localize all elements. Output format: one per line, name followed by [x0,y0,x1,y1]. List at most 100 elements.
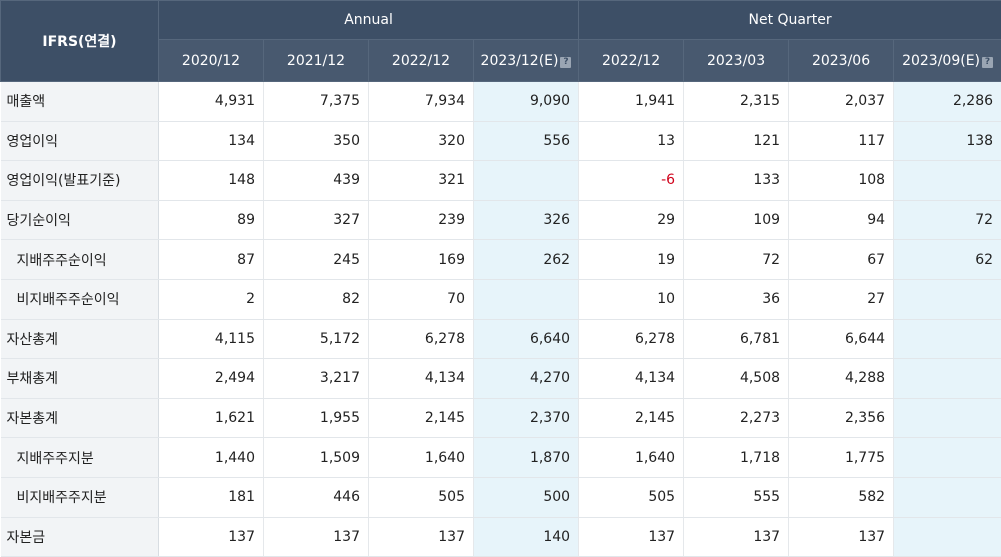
value-cell: 133 [684,161,789,201]
value-cell: 439 [264,161,369,201]
value-cell: 6,644 [789,319,894,359]
value-cell: 1,621 [159,398,264,438]
value-cell: 137 [159,517,264,557]
value-cell: 262 [474,240,579,280]
row-label: 비지배주주지분 [1,477,159,517]
value-cell: 2,356 [789,398,894,438]
value-cell: 89 [159,200,264,240]
row-label: 지배주주순이익 [1,240,159,280]
value-cell: 2,370 [474,398,579,438]
value-cell: 4,134 [579,359,684,399]
value-cell [894,359,1001,399]
value-cell [894,438,1001,478]
value-cell: 70 [369,279,474,319]
value-cell: 1,640 [579,438,684,478]
value-cell: 556 [474,121,579,161]
value-cell: 4,931 [159,82,264,122]
value-cell: 245 [264,240,369,280]
row-label: 영업이익(발표기준) [1,161,159,201]
value-cell: 555 [684,477,789,517]
value-cell: 4,270 [474,359,579,399]
value-cell: 239 [369,200,474,240]
value-cell: 1,955 [264,398,369,438]
value-cell: 320 [369,121,474,161]
value-cell: 4,115 [159,319,264,359]
value-cell: 2,037 [789,82,894,122]
value-cell: 2,145 [369,398,474,438]
value-cell: 87 [159,240,264,280]
value-cell: 108 [789,161,894,201]
value-cell: 6,781 [684,319,789,359]
value-cell: 7,934 [369,82,474,122]
value-cell: 6,278 [369,319,474,359]
value-cell: 2,273 [684,398,789,438]
value-cell: 326 [474,200,579,240]
value-cell: 1,640 [369,438,474,478]
value-cell: 1,870 [474,438,579,478]
value-cell: 137 [579,517,684,557]
value-cell [894,398,1001,438]
period-header: 2023/06 [789,40,894,82]
value-cell: 4,288 [789,359,894,399]
value-cell: 138 [894,121,1001,161]
net-quarter-group-header: Net Quarter [579,1,1001,40]
value-cell: 6,278 [579,319,684,359]
row-label: 자본금 [1,517,159,557]
value-cell: 4,134 [369,359,474,399]
value-cell [894,517,1001,557]
value-cell: 327 [264,200,369,240]
value-cell: 148 [159,161,264,201]
estimate-info-icon[interactable]: ? [982,57,993,68]
value-cell [894,319,1001,359]
value-cell: 29 [579,200,684,240]
period-header: 2022/12 [369,40,474,82]
value-cell: 7,375 [264,82,369,122]
value-cell: 27 [789,279,894,319]
value-cell: 140 [474,517,579,557]
value-cell: 67 [789,240,894,280]
value-cell: 9,090 [474,82,579,122]
value-cell: 121 [684,121,789,161]
value-cell: 1,941 [579,82,684,122]
value-cell [474,279,579,319]
value-cell: 582 [789,477,894,517]
row-label: 매출액 [1,82,159,122]
value-cell: 72 [894,200,1001,240]
period-header: 2022/12 [579,40,684,82]
value-cell: 2,286 [894,82,1001,122]
value-cell: 1,775 [789,438,894,478]
value-cell: 181 [159,477,264,517]
value-cell: 13 [579,121,684,161]
value-cell: 169 [369,240,474,280]
value-cell: 137 [684,517,789,557]
value-cell: 134 [159,121,264,161]
value-cell: 446 [264,477,369,517]
row-label: 비지배주주순이익 [1,279,159,319]
value-cell: 350 [264,121,369,161]
period-header-estimate: 2023/12(E)? [474,40,579,82]
annual-group-header: Annual [159,1,579,40]
value-cell: 19 [579,240,684,280]
row-label: 지배주주지분 [1,438,159,478]
value-cell: 82 [264,279,369,319]
estimate-info-icon[interactable]: ? [560,57,571,68]
period-header: 2020/12 [159,40,264,82]
value-cell: 1,718 [684,438,789,478]
row-label: 자본총계 [1,398,159,438]
period-header-estimate: 2023/09(E)? [894,40,1001,82]
row-label: 당기순이익 [1,200,159,240]
value-cell: 72 [684,240,789,280]
value-cell: 36 [684,279,789,319]
value-cell: 10 [579,279,684,319]
value-cell: 2,145 [579,398,684,438]
value-cell [894,161,1001,201]
row-label: 영업이익 [1,121,159,161]
